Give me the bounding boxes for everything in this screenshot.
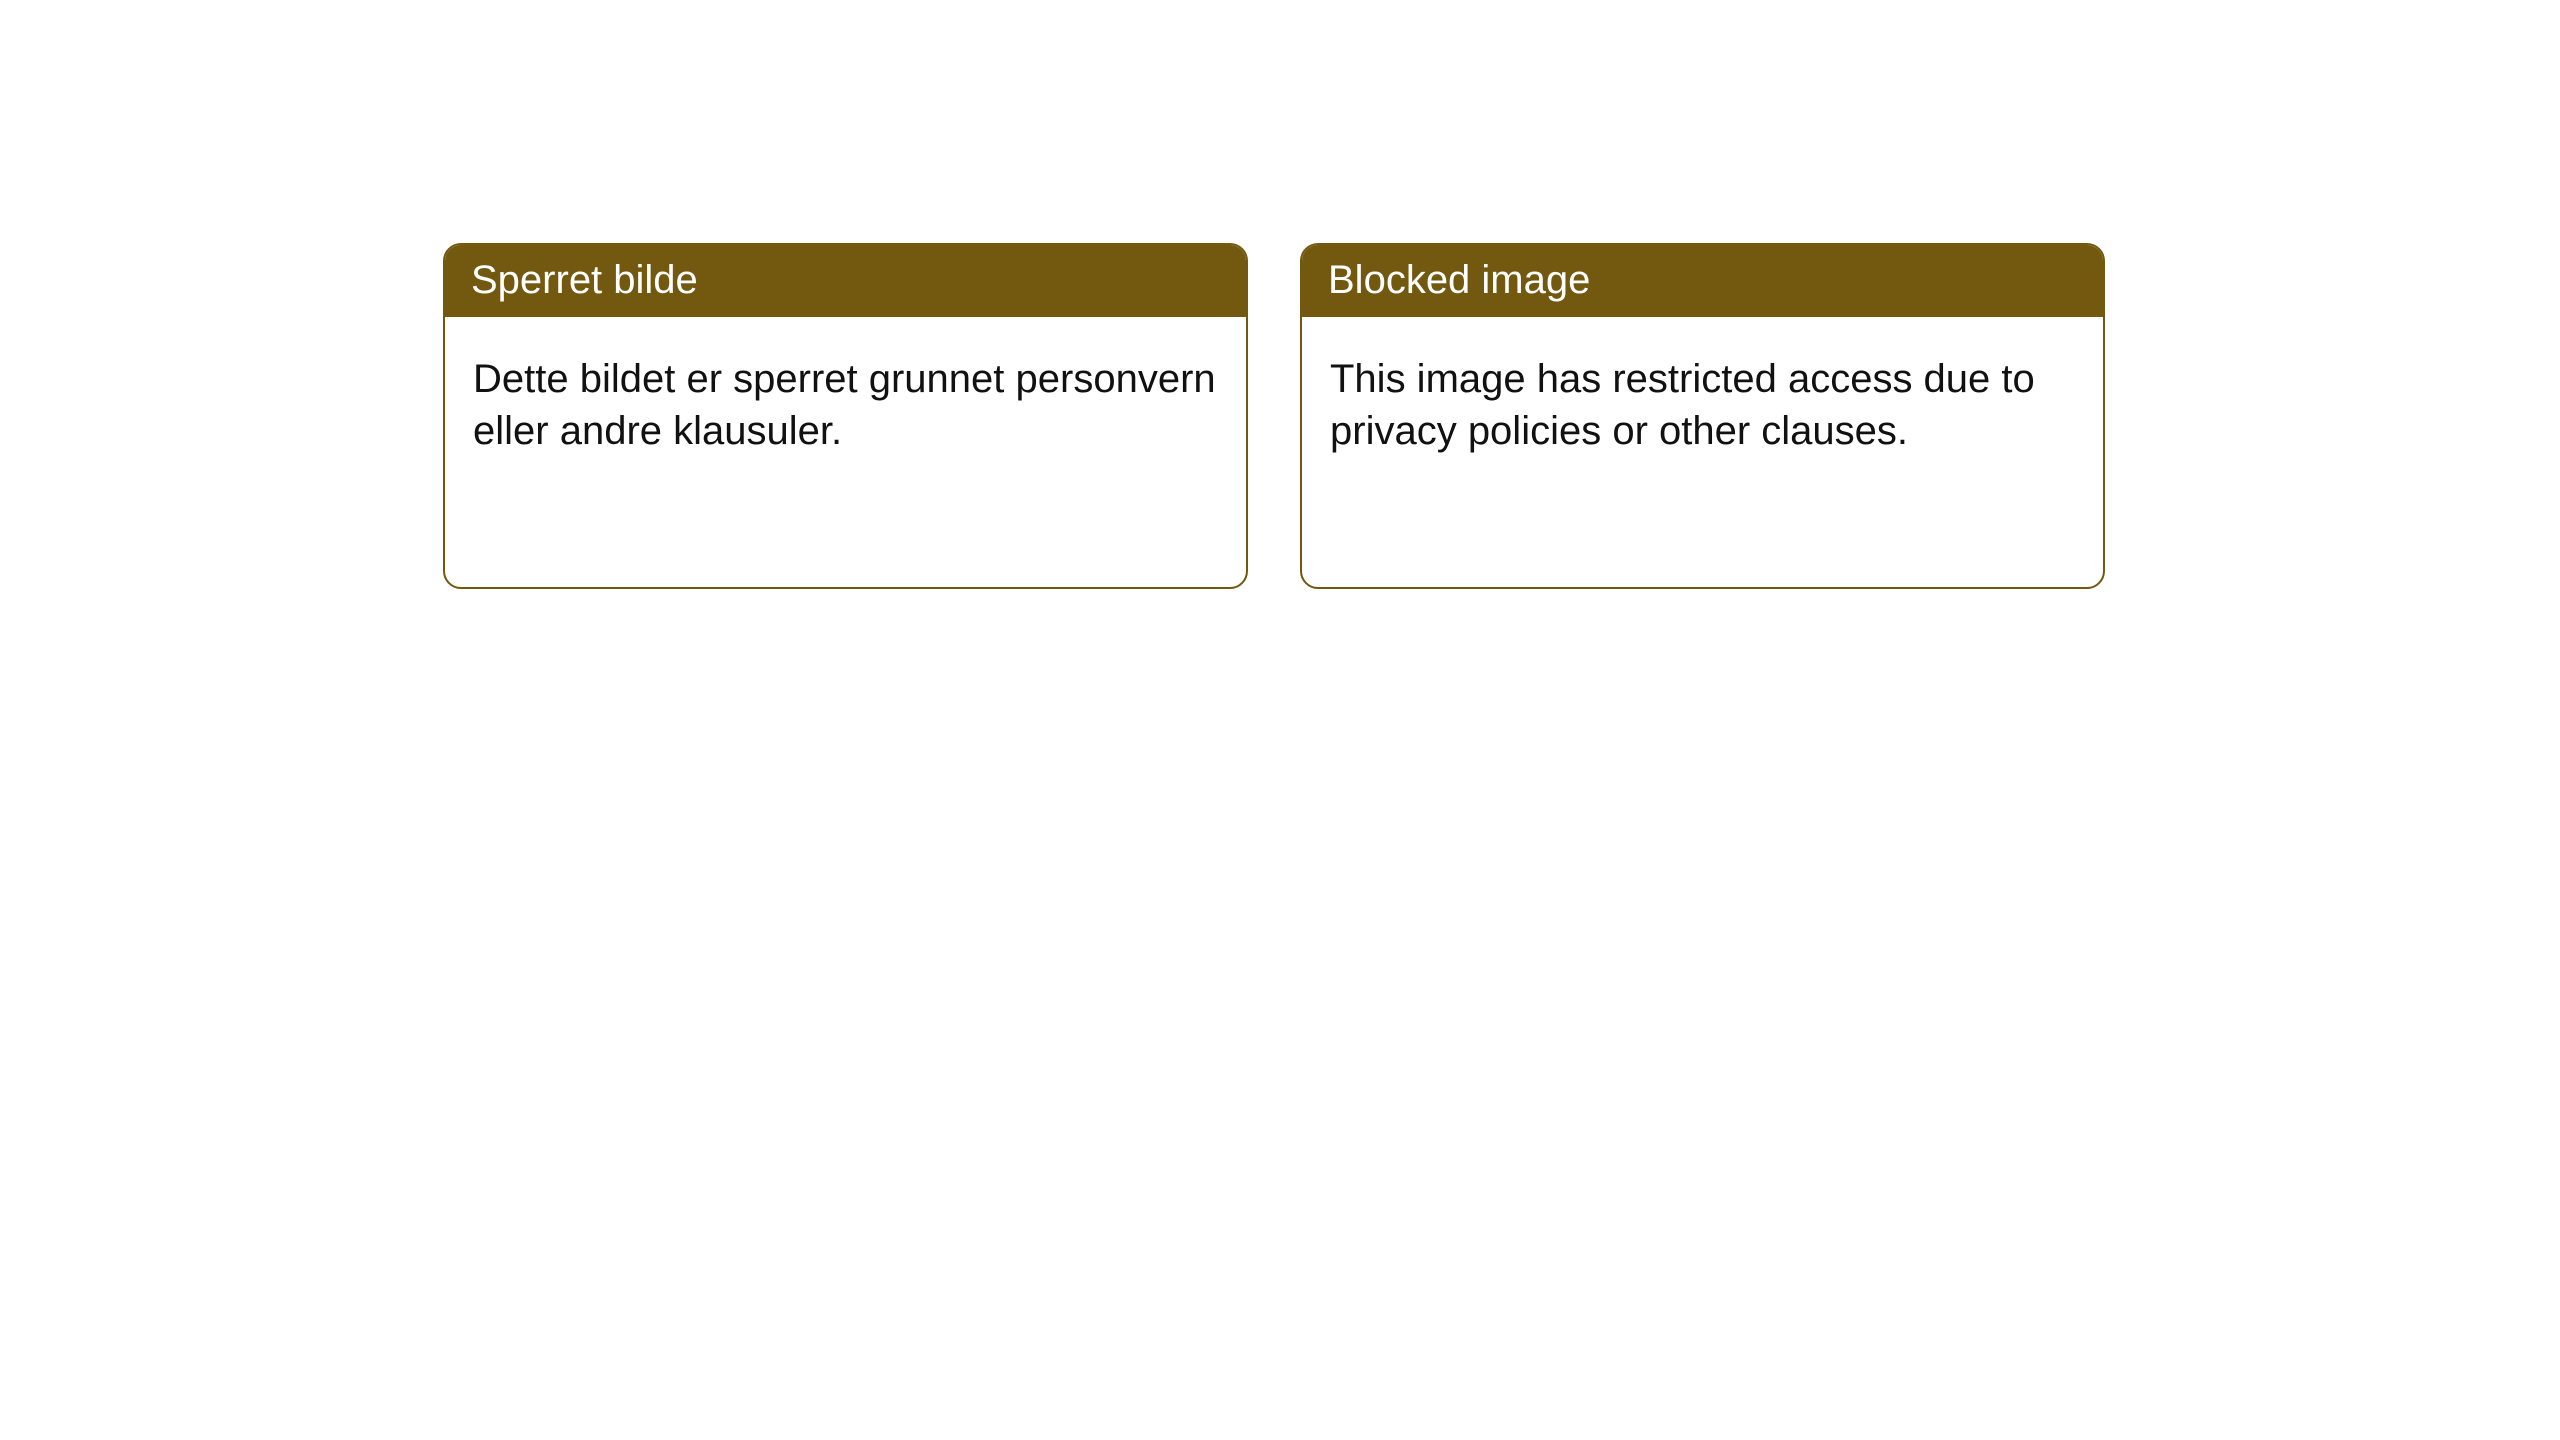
blocked-image-card-en: Blocked image This image has restricted …	[1300, 243, 2105, 589]
card-body-en: This image has restricted access due to …	[1302, 317, 2103, 587]
card-header-no: Sperret bilde	[445, 245, 1246, 317]
card-header-en: Blocked image	[1302, 245, 2103, 317]
cards-container: Sperret bilde Dette bildet er sperret gr…	[0, 0, 2560, 589]
card-body-no: Dette bildet er sperret grunnet personve…	[445, 317, 1246, 587]
blocked-image-card-no: Sperret bilde Dette bildet er sperret gr…	[443, 243, 1248, 589]
